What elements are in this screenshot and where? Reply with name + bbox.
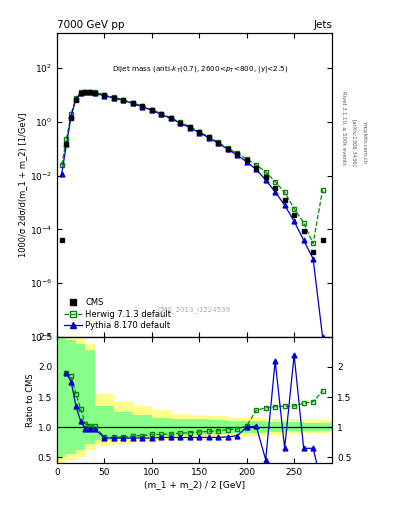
X-axis label: (m_1 + m_2) / 2 [GeV]: (m_1 + m_2) / 2 [GeV] bbox=[144, 480, 245, 489]
Text: [arXiv:1306.3436]: [arXiv:1306.3436] bbox=[351, 119, 356, 167]
Y-axis label: Ratio to CMS: Ratio to CMS bbox=[26, 373, 35, 427]
Y-axis label: 1000/σ 2dσ/d(m_1 + m_2) [1/GeV]: 1000/σ 2dσ/d(m_1 + m_2) [1/GeV] bbox=[18, 113, 27, 258]
Text: 7000 GeV pp: 7000 GeV pp bbox=[57, 20, 125, 31]
Text: mcplots.cern.ch: mcplots.cern.ch bbox=[362, 122, 367, 164]
Text: Jets: Jets bbox=[313, 20, 332, 31]
Text: Dijet mass (anti-$k_T$(0.7), 2600<$p_T$<800, |y|<2.5): Dijet mass (anti-$k_T$(0.7), 2600<$p_T$<… bbox=[112, 63, 288, 75]
Legend: CMS, Herwig 7.1.3 default, Pythia 8.170 default: CMS, Herwig 7.1.3 default, Pythia 8.170 … bbox=[61, 296, 174, 333]
Text: CMS_2013_I1224539: CMS_2013_I1224539 bbox=[158, 306, 231, 313]
Text: Rivet 3.1.10, ≥ 500k events: Rivet 3.1.10, ≥ 500k events bbox=[341, 91, 346, 165]
